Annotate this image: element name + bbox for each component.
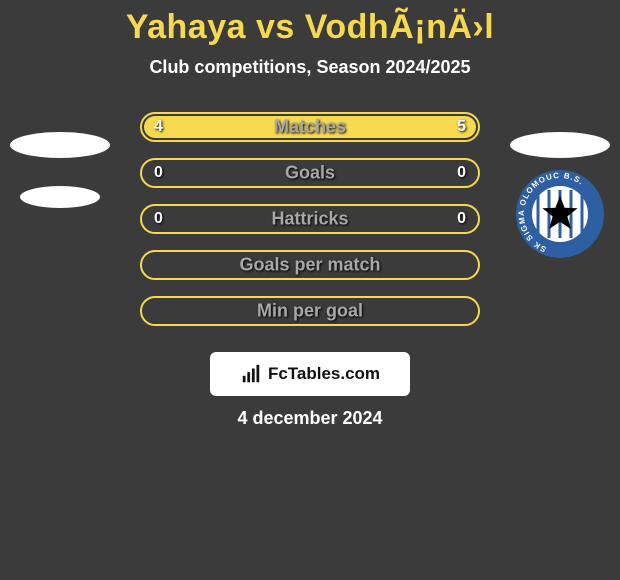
stat-row: Min per goal: [0, 292, 620, 338]
stat-fill-right: [291, 116, 476, 138]
stat-left-value: 4: [154, 118, 163, 136]
stat-left-value: 0: [154, 210, 163, 228]
stat-row: Goals per match: [0, 246, 620, 292]
stat-rows: Matches45Goals00Hattricks00Goals per mat…: [0, 108, 620, 338]
stat-left-value: 0: [154, 164, 163, 182]
footer-date: 4 december 2024: [0, 408, 620, 429]
stat-right-value: 0: [457, 164, 466, 182]
bar-chart-icon: [240, 363, 262, 385]
stat-pill: Hattricks0 0: [140, 204, 480, 234]
stat-row: Hattricks0 0: [0, 200, 620, 246]
brand-text: FcTables.com: [268, 364, 380, 384]
page-title: Yahaya vs VodhÃ¡nÄ›l: [0, 0, 620, 47]
stat-label: Goals per match: [142, 255, 478, 276]
stat-row: Matches45: [0, 108, 620, 154]
stat-right-value: 5: [457, 118, 466, 136]
stat-pill: Matches45: [140, 112, 480, 142]
stat-pill: Goals per match: [140, 250, 480, 280]
stat-right-value: 0: [457, 210, 466, 228]
brand-badge: FcTables.com: [210, 352, 410, 396]
stat-row: Goals0 0: [0, 154, 620, 200]
stat-label: Min per goal: [142, 301, 478, 322]
stat-label: Hattricks: [142, 209, 478, 230]
comparison-infographic: Yahaya vs VodhÃ¡nÄ›l Club competitions, …: [0, 0, 620, 580]
stat-fill-left: [144, 116, 291, 138]
stat-label: Goals: [142, 163, 478, 184]
stat-pill: Goals0 0: [140, 158, 480, 188]
stat-pill: Min per goal: [140, 296, 480, 326]
page-subtitle: Club competitions, Season 2024/2025: [0, 57, 620, 78]
